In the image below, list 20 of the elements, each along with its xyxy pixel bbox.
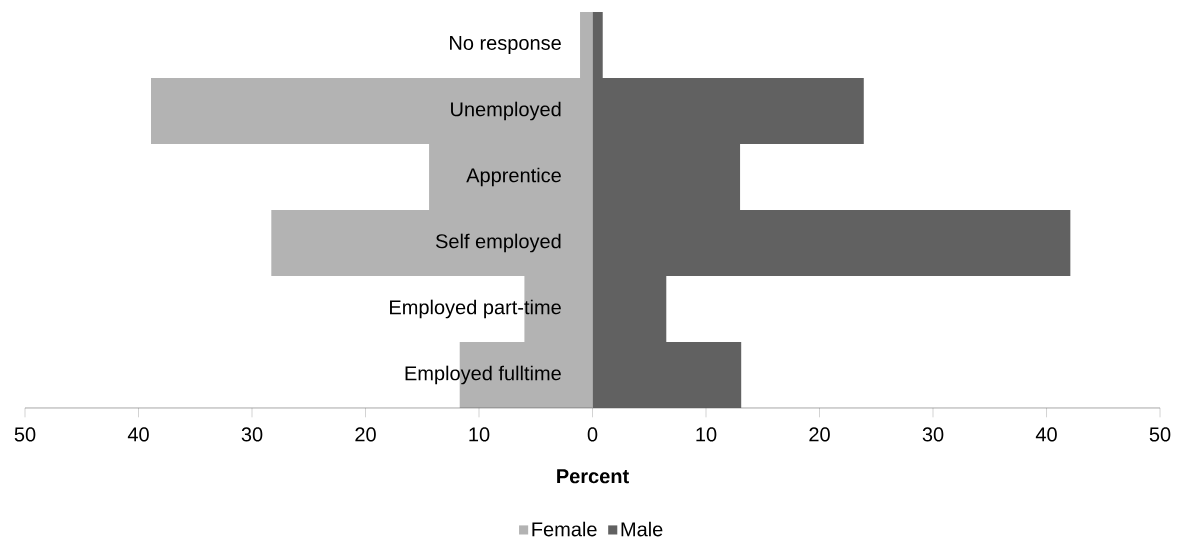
- x-tick-label: 20: [809, 427, 830, 442]
- x-tick-label: 50: [14, 427, 36, 442]
- x-tick-label: 30: [922, 427, 944, 442]
- y-tick-label: No response: [450, 36, 561, 54]
- y-tick-label: Apprentice: [466, 167, 561, 187]
- x-tick-label: 10: [469, 427, 490, 442]
- legend-label: Female: [532, 521, 597, 537]
- x-tick-label: 10: [696, 427, 717, 442]
- y-tick-label: Unemployed: [451, 101, 561, 121]
- x-tick-label: 30: [241, 427, 263, 442]
- legend-label: Male: [621, 521, 663, 537]
- x-tick-label: 40: [127, 427, 149, 442]
- x-axis-title: Percent: [557, 469, 629, 484]
- x-tick-label: 20: [355, 427, 376, 442]
- y-tick-label: Employed part-time: [390, 299, 561, 319]
- y-tick-label: Employed fulltime: [405, 365, 561, 385]
- y-tick-label: Self employed: [435, 233, 561, 253]
- x-tick-label: 0: [587, 427, 598, 442]
- x-tick-label: 50: [1149, 427, 1171, 442]
- x-tick-label: 40: [1035, 427, 1057, 442]
